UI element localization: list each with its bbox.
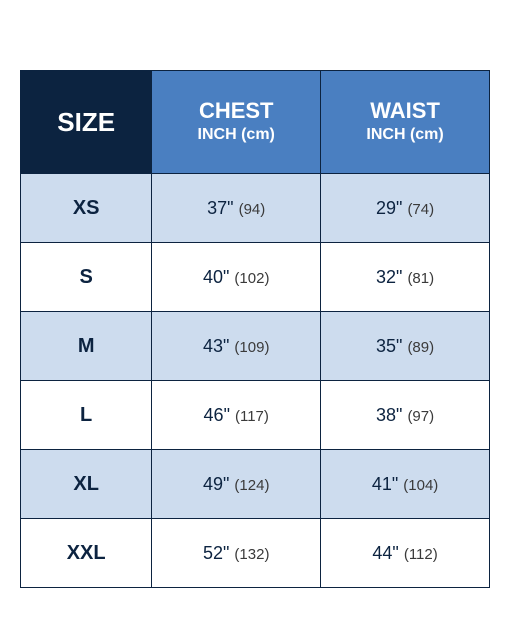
table-row: XS 37" (94) 29" (74) <box>21 174 490 243</box>
waist-inch: 29" <box>376 198 402 218</box>
size-cell: M <box>21 312 152 381</box>
chest-cell: 40" (102) <box>152 243 321 312</box>
chest-cell: 49" (124) <box>152 450 321 519</box>
waist-cell: 32" (81) <box>321 243 490 312</box>
chest-cell: 46" (117) <box>152 381 321 450</box>
waist-cell: 29" (74) <box>321 174 490 243</box>
chest-inch: 37" <box>207 198 233 218</box>
chest-cm: (109) <box>234 339 269 356</box>
waist-cm: (112) <box>404 546 438 563</box>
chest-cm: (94) <box>239 201 266 218</box>
waist-inch: 44" <box>372 543 398 563</box>
table-row: S 40" (102) 32" (81) <box>21 243 490 312</box>
waist-cell: 44" (112) <box>321 519 490 588</box>
waist-inch: 35" <box>376 336 402 356</box>
size-chart-container: SIZE CHEST INCH (cm) WAIST INCH (cm) XS … <box>0 0 510 588</box>
waist-cm: (104) <box>403 477 438 494</box>
size-cell: S <box>21 243 152 312</box>
waist-inch: 32" <box>376 267 402 287</box>
table-row: M 43" (109) 35" (89) <box>21 312 490 381</box>
chest-header: CHEST INCH (cm) <box>152 71 321 174</box>
chest-inch: 49" <box>203 474 229 494</box>
table-row: XXL 52" (132) 44" (112) <box>21 519 490 588</box>
chest-inch: 46" <box>204 405 230 425</box>
size-header: SIZE <box>21 71 152 174</box>
waist-cell: 41" (104) <box>321 450 490 519</box>
chest-inch: 40" <box>203 267 229 287</box>
waist-header: WAIST INCH (cm) <box>321 71 490 174</box>
header-row: SIZE CHEST INCH (cm) WAIST INCH (cm) <box>21 71 490 174</box>
table-row: L 46" (117) 38" (97) <box>21 381 490 450</box>
waist-cell: 38" (97) <box>321 381 490 450</box>
waist-cm: (81) <box>407 270 434 287</box>
chest-cm: (132) <box>234 546 269 563</box>
size-cell: XL <box>21 450 152 519</box>
chest-cell: 43" (109) <box>152 312 321 381</box>
chest-cell: 52" (132) <box>152 519 321 588</box>
size-cell: XS <box>21 174 152 243</box>
waist-inch: 38" <box>376 405 402 425</box>
table-row: XL 49" (124) 41" (104) <box>21 450 490 519</box>
waist-cm: (74) <box>407 201 434 218</box>
waist-header-subtitle: INCH (cm) <box>325 124 485 146</box>
chest-header-title: CHEST <box>156 98 316 124</box>
chest-inch: 43" <box>203 336 229 356</box>
chest-cm: (102) <box>234 270 269 287</box>
size-chart-table: SIZE CHEST INCH (cm) WAIST INCH (cm) XS … <box>20 70 490 588</box>
waist-header-title: WAIST <box>325 98 485 124</box>
chest-cm: (117) <box>235 408 269 425</box>
chest-cm: (124) <box>234 477 269 494</box>
waist-cm: (97) <box>407 408 434 425</box>
chest-cell: 37" (94) <box>152 174 321 243</box>
chest-inch: 52" <box>203 543 229 563</box>
size-cell: XXL <box>21 519 152 588</box>
waist-cell: 35" (89) <box>321 312 490 381</box>
chest-header-subtitle: INCH (cm) <box>156 124 316 146</box>
size-cell: L <box>21 381 152 450</box>
waist-inch: 41" <box>372 474 398 494</box>
waist-cm: (89) <box>407 339 434 356</box>
